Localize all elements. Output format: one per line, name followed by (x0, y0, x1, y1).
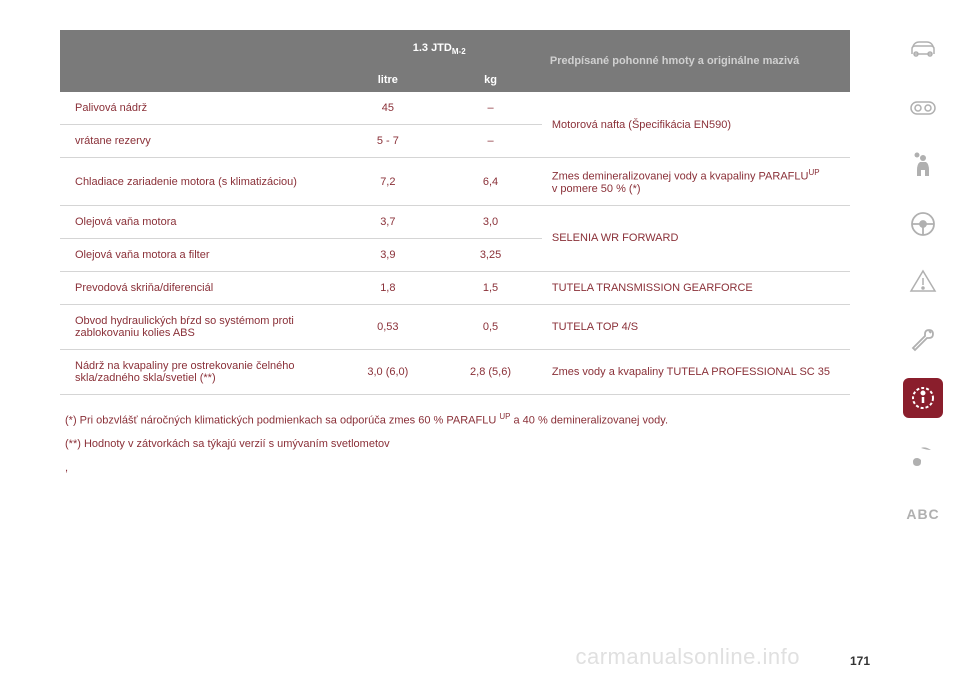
footnote-1: (*) Pri obzvlášť náročných klimatických … (65, 410, 850, 431)
info-icon[interactable] (903, 378, 943, 418)
row-kg: – (439, 125, 542, 158)
row-label: Olejová vaňa motora a filter (60, 238, 337, 271)
row-litre: 3,9 (337, 238, 440, 271)
steering-icon[interactable] (903, 204, 943, 244)
footnote-2: (**) Hodnoty v zátvorkách sa týkajú verz… (65, 435, 850, 455)
airbag-icon[interactable] (903, 146, 943, 186)
row-litre: 45 (337, 92, 440, 125)
row-label: vrátane rezervy (60, 125, 337, 158)
row-label: Olejová vaňa motora (60, 205, 337, 238)
table-row: Obvod hydraulických bŕzd so systémom pro… (60, 304, 850, 349)
row-kg: 3,25 (439, 238, 542, 271)
wrench-icon[interactable] (903, 320, 943, 360)
table-row: Prevodová skriňa/diferenciál 1,8 1,5 TUT… (60, 271, 850, 304)
header-empty (60, 30, 337, 92)
engine-label: 1.3 JTD (413, 42, 452, 54)
table-row: Olejová vaňa motora 3,7 3,0 SELENIA WR F… (60, 205, 850, 238)
row-kg: 0,5 (439, 304, 542, 349)
row-kg: 2,8 (5,6) (439, 349, 542, 394)
row-litre: 5 - 7 (337, 125, 440, 158)
row-kg: – (439, 92, 542, 125)
header-kg: kg (439, 68, 542, 92)
table-row: Chladiace zariadenie motora (s klimatizá… (60, 158, 850, 206)
row-label: Obvod hydraulických bŕzd so systémom pro… (60, 304, 337, 349)
table-row: Nádrž na kvapaliny pre ostrekovanie čeln… (60, 349, 850, 394)
row-spec: Motorová nafta (Špecifikácia EN590) (542, 92, 850, 158)
footnotes: (*) Pri obzvlášť náročných klimatických … (60, 410, 850, 479)
car-icon[interactable] (903, 30, 943, 70)
row-label: Prevodová skriňa/diferenciál (60, 271, 337, 304)
music-icon[interactable] (903, 436, 943, 476)
footnote-comma: , (65, 459, 850, 479)
row-spec: TUTELA TOP 4/S (542, 304, 850, 349)
header-spec: Predpísané pohonné hmoty a originálne ma… (542, 30, 850, 92)
row-spec: TUTELA TRANSMISSION GEARFORCE (542, 271, 850, 304)
header-litre: litre (337, 68, 440, 92)
sidebar: ABC (898, 30, 948, 534)
row-litre: 3,0 (6,0) (337, 349, 440, 394)
row-litre: 7,2 (337, 158, 440, 206)
row-spec: Zmes demineralizovanej vody a kvapaliny … (542, 158, 850, 206)
row-spec: Zmes vody a kvapaliny TUTELA PROFESSIONA… (542, 349, 850, 394)
row-label: Palivová nádrž (60, 92, 337, 125)
engine-sub: M-2 (452, 47, 466, 56)
row-label: Chladiace zariadenie motora (s klimatizá… (60, 158, 337, 206)
row-litre: 3,7 (337, 205, 440, 238)
header-engine: 1.3 JTDM-2 (337, 30, 542, 68)
watermark: carmanualsonline.info (575, 644, 800, 670)
dashboard-icon[interactable] (903, 88, 943, 128)
row-kg: 6,4 (439, 158, 542, 206)
row-spec: SELENIA WR FORWARD (542, 205, 850, 271)
row-label: Nádrž na kvapaliny pre ostrekovanie čeln… (60, 349, 337, 394)
warning-icon[interactable] (903, 262, 943, 302)
row-kg: 3,0 (439, 205, 542, 238)
table-row: Palivová nádrž 45 – Motorová nafta (Špec… (60, 92, 850, 125)
row-kg: 1,5 (439, 271, 542, 304)
abc-icon[interactable]: ABC (903, 494, 943, 534)
page-number: 171 (850, 654, 870, 668)
specs-table: 1.3 JTDM-2 Predpísané pohonné hmoty a or… (60, 30, 850, 395)
row-litre: 1,8 (337, 271, 440, 304)
row-litre: 0,53 (337, 304, 440, 349)
